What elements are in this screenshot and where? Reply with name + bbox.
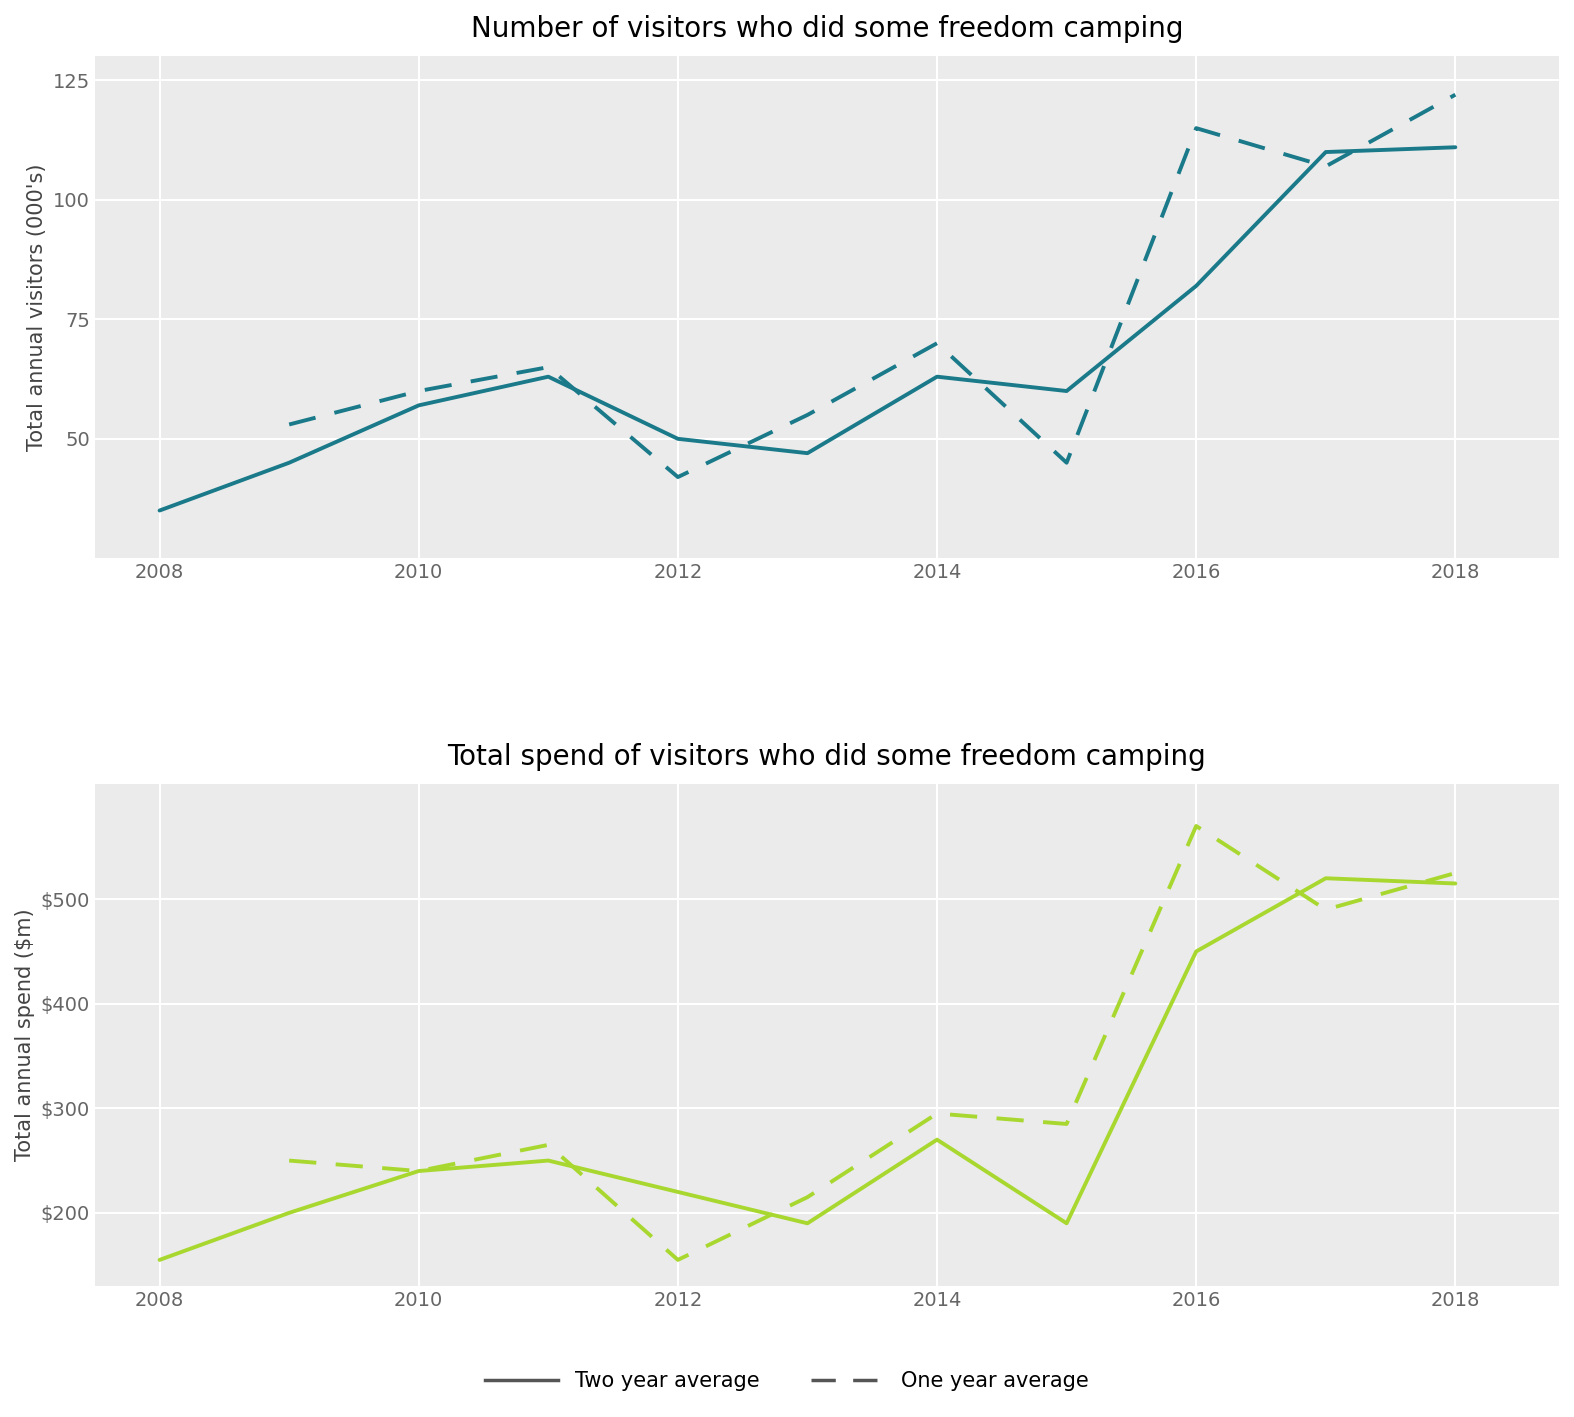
One year average (669, 1251, 688, 1268)
Two year average (1447, 874, 1465, 891)
One year average (1316, 901, 1335, 918)
One year average (1447, 86, 1465, 103)
Two year average (1058, 1214, 1077, 1231)
One year average (409, 383, 428, 400)
One year average (927, 1105, 946, 1122)
Two year average (538, 1152, 557, 1169)
Line: One year average: One year average (290, 95, 1456, 478)
Y-axis label: Total annual spend ($m): Total annual spend ($m) (16, 908, 35, 1162)
Two year average (409, 1162, 428, 1179)
One year average (1447, 864, 1465, 881)
Two year average (927, 368, 946, 385)
One year average (280, 417, 299, 434)
One year average (280, 1152, 299, 1169)
Title: Total spend of visitors who did some freedom camping: Total spend of visitors who did some fre… (447, 743, 1206, 771)
One year average (1187, 119, 1206, 136)
Two year average (150, 502, 168, 519)
One year average (798, 407, 817, 424)
Line: Two year average: Two year average (159, 879, 1456, 1260)
Title: Number of visitors who did some freedom camping: Number of visitors who did some freedom … (471, 16, 1184, 43)
One year average (538, 359, 557, 376)
One year average (669, 469, 688, 486)
Two year average (409, 397, 428, 414)
Two year average (669, 431, 688, 448)
Two year average (1447, 139, 1465, 156)
One year average (927, 334, 946, 351)
Two year average (669, 1183, 688, 1200)
Two year average (798, 445, 817, 462)
Two year average (1187, 278, 1206, 295)
One year average (1058, 1115, 1077, 1132)
Two year average (927, 1131, 946, 1148)
Y-axis label: Total annual visitors (000's): Total annual visitors (000's) (27, 163, 47, 451)
Two year average (280, 455, 299, 472)
One year average (538, 1136, 557, 1153)
One year average (409, 1162, 428, 1179)
Line: One year average: One year average (290, 826, 1456, 1260)
Two year average (1316, 870, 1335, 887)
Two year average (280, 1204, 299, 1221)
One year average (1058, 455, 1077, 472)
Two year average (150, 1251, 168, 1268)
Two year average (1187, 942, 1206, 959)
One year average (1187, 818, 1206, 835)
Two year average (798, 1214, 817, 1231)
Line: Two year average: Two year average (159, 147, 1456, 510)
Legend: Two year average, One year average: Two year average, One year average (477, 1363, 1097, 1400)
Two year average (1058, 383, 1077, 400)
Two year average (538, 368, 557, 385)
One year average (1316, 157, 1335, 174)
Two year average (1316, 143, 1335, 160)
One year average (798, 1189, 817, 1206)
